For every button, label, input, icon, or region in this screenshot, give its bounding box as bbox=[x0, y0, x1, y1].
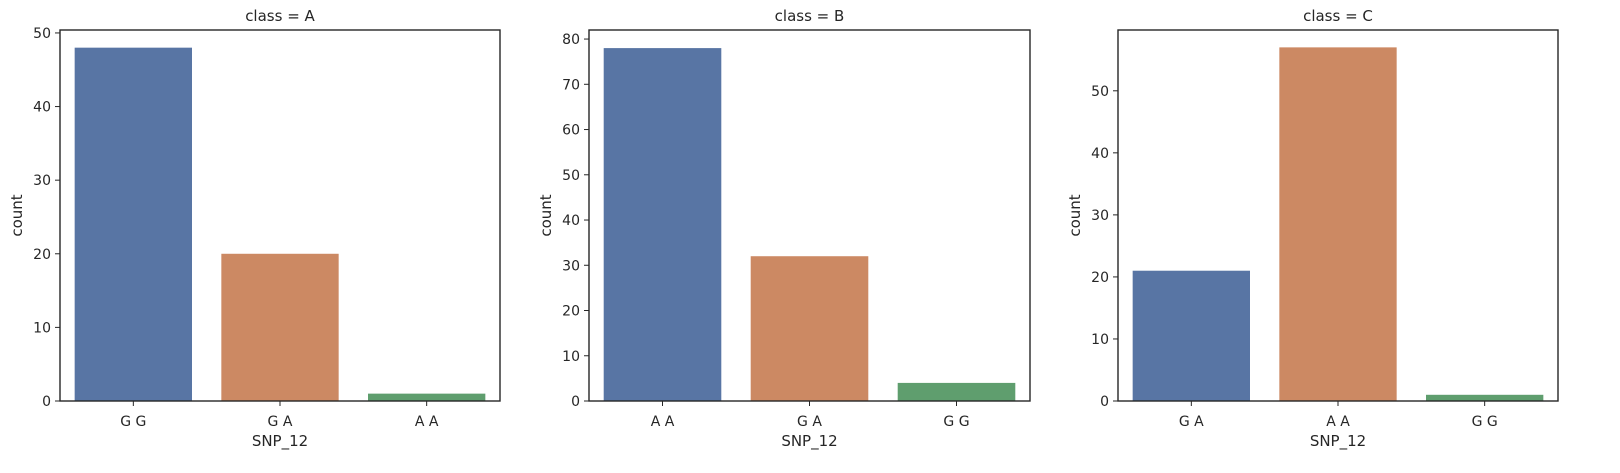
y-axis-label: count bbox=[1066, 194, 1084, 236]
y-axis-label: count bbox=[537, 194, 555, 236]
y-axis-label: count bbox=[8, 194, 26, 236]
x-axis-label: SNP_12 bbox=[781, 432, 837, 451]
chart-title: class = C bbox=[1303, 7, 1373, 25]
x-tick-label: A A bbox=[651, 414, 675, 430]
y-tick-label: 10 bbox=[1091, 332, 1109, 348]
y-tick-label: 50 bbox=[562, 168, 580, 184]
x-tick-label: G A bbox=[797, 414, 822, 430]
y-tick-label: 20 bbox=[1091, 270, 1109, 286]
y-tick-label: 50 bbox=[33, 26, 51, 42]
y-tick-label: 0 bbox=[42, 394, 51, 410]
x-tick-label: A A bbox=[415, 414, 439, 430]
y-tick-label: 30 bbox=[562, 258, 580, 274]
y-tick-label: 60 bbox=[562, 123, 580, 139]
bar-aa bbox=[1279, 47, 1397, 401]
chart-panel-2: 0 10 20 30 40 50 60 70 80 A A G A G G class = B SNP_1… bbox=[537, 7, 1031, 451]
chart-panel-1: 0 10 20 30 40 50 G G G A A A class = A SNP_12 count bbox=[8, 7, 501, 451]
x-axis-label: SNP_12 bbox=[252, 432, 308, 451]
chart-title: class = A bbox=[245, 7, 315, 25]
bar-gg bbox=[897, 382, 1016, 401]
y-tick-label: 30 bbox=[1091, 208, 1109, 224]
x-tick-label: G G bbox=[943, 414, 969, 430]
x-tick-label: G G bbox=[1472, 414, 1498, 430]
bar-gg bbox=[74, 47, 192, 402]
y-tick-label: 10 bbox=[33, 320, 51, 336]
x-tick-label: G G bbox=[120, 414, 146, 430]
y-tick-label: 0 bbox=[571, 394, 580, 410]
y-tick-label: 20 bbox=[33, 247, 51, 263]
bar-aa bbox=[368, 393, 486, 401]
y-tick-label: 80 bbox=[562, 32, 580, 48]
y-tick-label: 30 bbox=[33, 173, 51, 189]
y-tick-label: 40 bbox=[1091, 146, 1109, 162]
y-tick-label: 40 bbox=[562, 213, 580, 229]
x-axis-label: SNP_12 bbox=[1310, 432, 1366, 451]
x-tick-label: G A bbox=[268, 414, 293, 430]
chart-title: class = B bbox=[775, 7, 845, 25]
x-tick-label: G A bbox=[1179, 414, 1204, 430]
y-tick-label: 0 bbox=[1100, 394, 1109, 410]
bar-gg bbox=[1426, 394, 1544, 401]
y-tick-label: 10 bbox=[562, 349, 580, 365]
y-tick-label: 20 bbox=[562, 304, 580, 320]
y-tick-label: 40 bbox=[33, 100, 51, 116]
y-tick-label: 70 bbox=[562, 77, 580, 93]
bar-ga bbox=[750, 256, 869, 401]
x-tick-label: A A bbox=[1326, 414, 1350, 430]
y-tick-label: 50 bbox=[1091, 84, 1109, 100]
chart-panel-3: 0 10 20 30 40 50 G A A A G G class = C SNP_12 count bbox=[1066, 7, 1559, 451]
bar-ga bbox=[1132, 270, 1250, 401]
bar-aa bbox=[603, 48, 722, 401]
bar-ga bbox=[221, 253, 339, 401]
